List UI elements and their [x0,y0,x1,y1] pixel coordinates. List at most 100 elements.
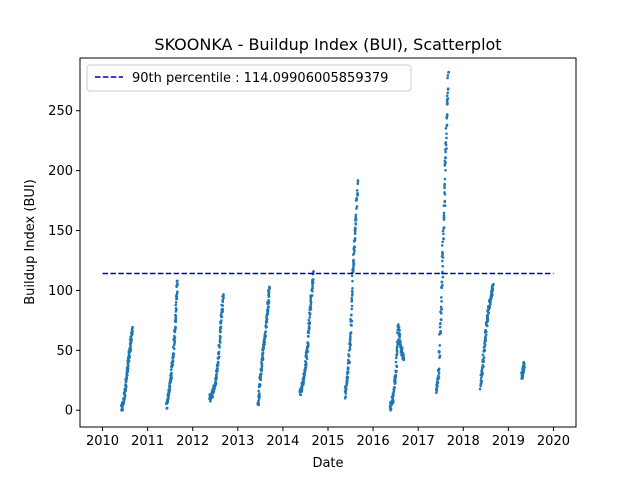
data-point [350,319,354,323]
data-point [267,298,271,302]
data-point [441,240,444,244]
data-point [170,374,173,378]
data-point [349,313,353,317]
data-point [306,350,310,353]
data-point [349,331,353,334]
chart-title: SKOONKA - Buildup Index (BUI), Scatterpl… [154,35,501,54]
data-point [489,300,492,304]
data-point [304,365,308,369]
data-point [170,376,173,380]
data-point [219,321,223,324]
data-point [260,369,263,372]
data-point [443,192,447,196]
data-point [352,251,356,255]
data-point [165,406,169,410]
data-point [221,308,224,311]
data-point [447,71,450,74]
data-point [307,331,311,335]
data-point [353,236,357,240]
data-point [351,279,354,283]
data-point [173,330,177,334]
data-point [436,380,439,384]
data-point [441,229,445,233]
y-tick-label: 50 [56,344,73,359]
data-point [129,343,132,347]
data-point [440,307,444,311]
data-point [352,269,355,273]
data-point [485,330,488,334]
data-point [261,356,265,360]
data-point [396,341,400,344]
data-point [261,345,265,349]
data-point [440,285,443,289]
data-point [215,372,218,376]
data-point [482,356,486,359]
data-point [446,74,450,77]
data-point [349,334,352,338]
data-point [389,407,393,411]
data-point [311,279,315,283]
data-point [263,337,266,341]
data-point [261,351,265,355]
data-point [444,143,448,147]
y-tick-label: 200 [48,164,73,179]
data-point [266,311,270,315]
data-point [260,367,263,370]
data-point [348,347,352,351]
data-point [259,378,263,382]
data-point [305,352,308,356]
data-point [480,380,483,384]
data-point [308,322,311,326]
data-point [123,396,126,400]
data-point [267,295,271,299]
data-point [482,348,486,351]
data-point [438,325,442,329]
data-point [219,335,222,339]
data-point [168,381,172,385]
data-point [441,265,444,268]
data-point [126,367,130,370]
data-point [400,347,404,351]
data-point [446,76,449,80]
data-point [217,343,221,347]
data-point [441,253,445,256]
data-point [491,293,494,297]
data-point [395,347,399,351]
y-tick-label: 100 [48,284,73,299]
data-point [170,371,173,375]
data-point [442,226,446,229]
x-tick-label: 2010 [86,434,119,449]
data-point [441,275,445,279]
data-point [482,365,485,368]
data-point [214,375,218,379]
data-point [171,360,175,364]
data-point [355,207,358,210]
x-tick-label: 2018 [447,434,480,449]
data-point [307,318,311,322]
data-point [349,343,352,347]
data-point [397,325,401,329]
data-point [395,370,398,373]
data-point [263,343,266,346]
data-point [350,304,354,308]
x-tick-label: 2019 [492,434,525,449]
data-point [130,331,134,334]
data-point [168,386,172,389]
data-point [395,346,399,349]
data-point [306,342,310,346]
data-point [174,294,178,298]
data-point [311,284,314,287]
data-point [353,249,356,253]
data-point [126,362,130,366]
data-point [344,388,348,391]
data-point [350,290,354,293]
data-point [490,287,494,290]
data-point [402,353,405,356]
data-point [219,340,222,344]
data-point [221,310,224,313]
data-point [304,359,307,363]
data-point [126,369,129,372]
data-point [483,343,487,346]
data-point [300,390,304,393]
data-point [174,314,178,318]
